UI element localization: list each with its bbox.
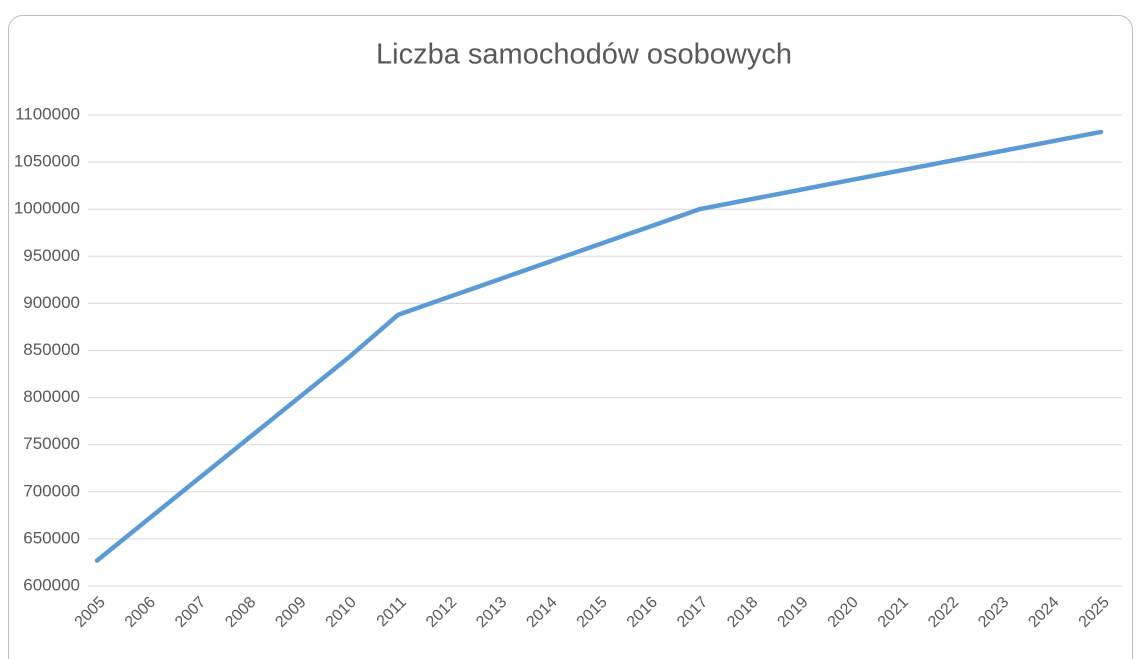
y-tick-label: 850000 — [23, 340, 80, 359]
data-line — [94, 129, 1104, 563]
y-tick-label: 1100000 — [15, 104, 80, 123]
y-tick-label: 900000 — [23, 293, 80, 312]
y-tick-label: 600000 — [23, 575, 80, 594]
y-tick-label: 650000 — [23, 528, 80, 547]
y-tick-label: 800000 — [23, 387, 80, 406]
y-tick-label: 750000 — [23, 434, 80, 453]
y-tick-label: 700000 — [23, 481, 80, 500]
chart-title: Liczba samochodów osobowych — [376, 39, 792, 71]
y-tick-label: 1000000 — [14, 199, 80, 218]
y-tick-label: 1050000 — [14, 152, 80, 171]
chart-frame — [8, 15, 1133, 659]
y-tick-label: 950000 — [23, 246, 80, 265]
